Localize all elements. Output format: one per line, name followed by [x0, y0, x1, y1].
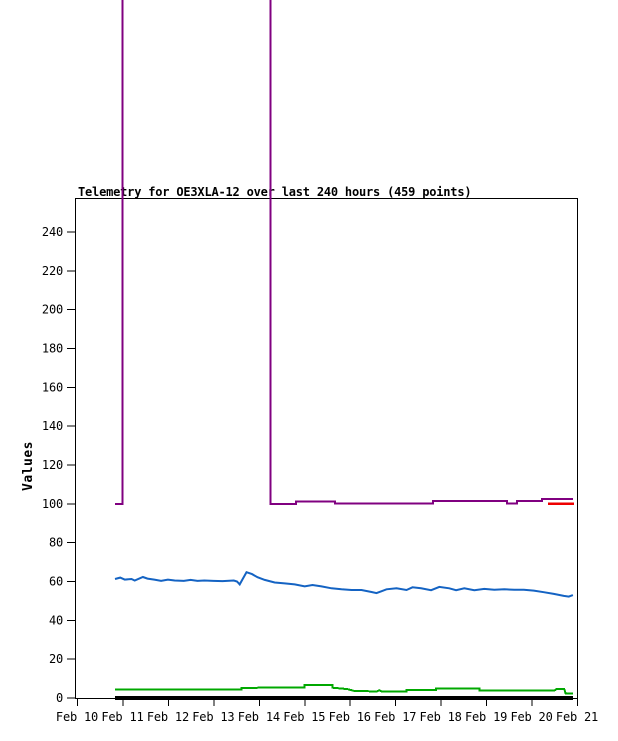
x-tick-label: Feb 15 — [283, 710, 325, 724]
x-tick-label: Feb 11 — [101, 710, 143, 724]
y-tick-label: 220 — [42, 264, 63, 278]
x-tick-label: Feb 14 — [238, 710, 280, 724]
y-tick-label: 160 — [42, 380, 63, 394]
x-tick-label: Feb 16 — [329, 710, 371, 724]
series-blue — [114, 570, 574, 598]
y-tick-label: 180 — [42, 342, 63, 356]
y-tick-label: 100 — [42, 497, 63, 511]
plot-border — [75, 198, 578, 699]
y-tick-label: 20 — [49, 652, 63, 666]
y-tick-label: 200 — [42, 303, 63, 317]
x-tick-label: Feb 10 — [56, 710, 98, 724]
x-tick-label: Feb 20 — [510, 710, 552, 724]
y-tick-label: 120 — [42, 458, 63, 472]
y-tick-label: 140 — [42, 419, 63, 433]
x-tick-label: Feb 19 — [465, 710, 507, 724]
x-tick-label: Feb 21 — [556, 710, 598, 724]
x-tick-label: Feb 13 — [192, 710, 234, 724]
x-tick-label: Feb 18 — [420, 710, 462, 724]
y-tick-label: 80 — [49, 536, 63, 550]
y-tick-label: 40 — [49, 613, 63, 627]
y-tick-label: 0 — [56, 691, 63, 705]
series-purple — [115, 0, 573, 505]
chart-title: Telemetry for OE3XLA-12 over last 240 ho… — [78, 185, 472, 199]
y-tick-label: 240 — [42, 225, 63, 239]
y-tick-label: 60 — [49, 575, 63, 589]
x-tick-label: Feb 12 — [147, 710, 189, 724]
x-tick-label: Feb 17 — [374, 710, 416, 724]
series-green — [115, 684, 573, 695]
